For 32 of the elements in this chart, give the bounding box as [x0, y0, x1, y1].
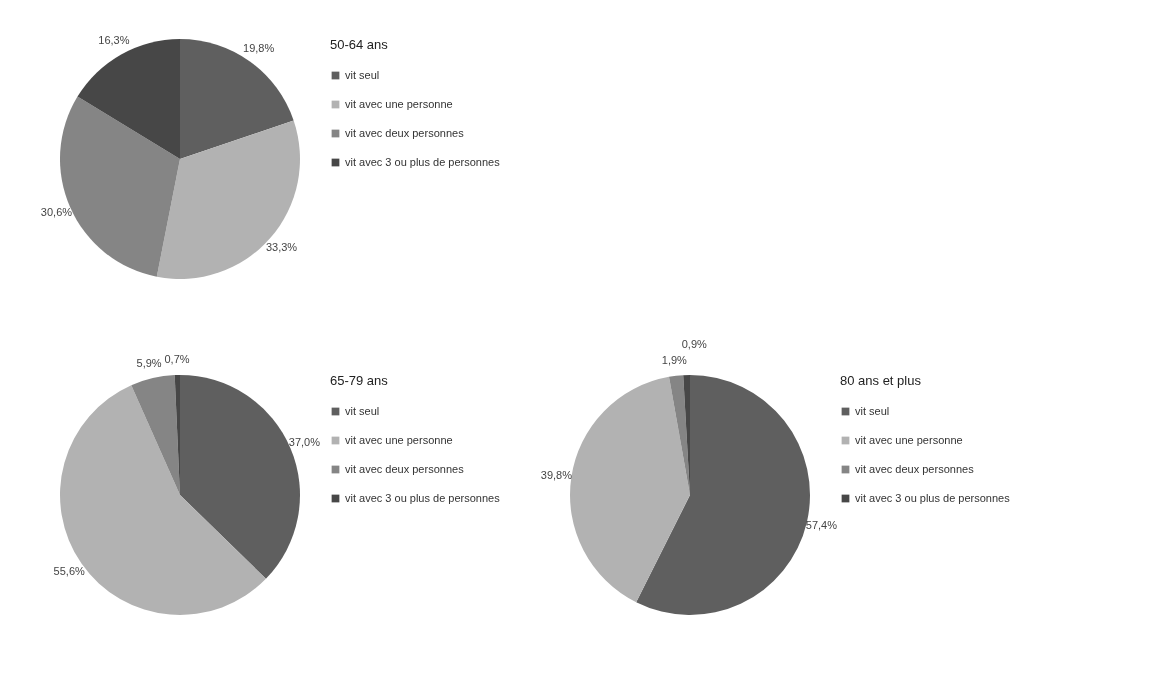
legend-label: vit avec une personne — [345, 433, 453, 446]
data-label: 0,7% — [164, 353, 190, 366]
pie-slice — [669, 375, 690, 495]
data-label: 1,9% — [661, 353, 688, 366]
legend-label: vit avec une personne — [345, 97, 453, 110]
chart-title: 50-64 ans — [330, 37, 389, 52]
legend-label: vit avec 3 ou plus de personnes — [345, 155, 501, 168]
legend-label: vit seul — [345, 68, 380, 81]
data-label: 55,6% — [53, 565, 85, 578]
legend-label: vit avec une personne — [855, 433, 963, 446]
data-label: 5,9% — [136, 356, 162, 369]
text: 65-79 ans — [330, 373, 389, 388]
pie-slice — [180, 39, 294, 159]
data-label: 16,3% — [98, 34, 130, 47]
data-label: 33,3% — [265, 240, 298, 253]
legend-label: vit avec deux personnes — [855, 462, 975, 475]
pie-slice — [570, 376, 690, 603]
legend-label: vit avec 3 ou plus de personnes — [345, 491, 501, 504]
pie-slice — [131, 375, 180, 495]
legend-label: vit avec 3 ou plus de personnes — [855, 491, 1011, 504]
data-label: 19,8% — [243, 42, 275, 55]
legend-label: vit avec deux personnes — [345, 462, 465, 475]
data-label: 57,4% — [805, 519, 838, 532]
text: 80 ans et plus — [840, 373, 922, 388]
data-label: 39,8% — [540, 468, 573, 481]
legend-label: vit seul — [345, 404, 380, 417]
data-label: 37,0% — [288, 435, 321, 448]
data-label: 30,6% — [40, 206, 73, 219]
pie-slice — [156, 120, 300, 279]
data-label: 0,9% — [681, 338, 707, 351]
legend-label: vit seul — [855, 404, 890, 417]
legend-label: vit avec deux personnes — [345, 126, 465, 139]
